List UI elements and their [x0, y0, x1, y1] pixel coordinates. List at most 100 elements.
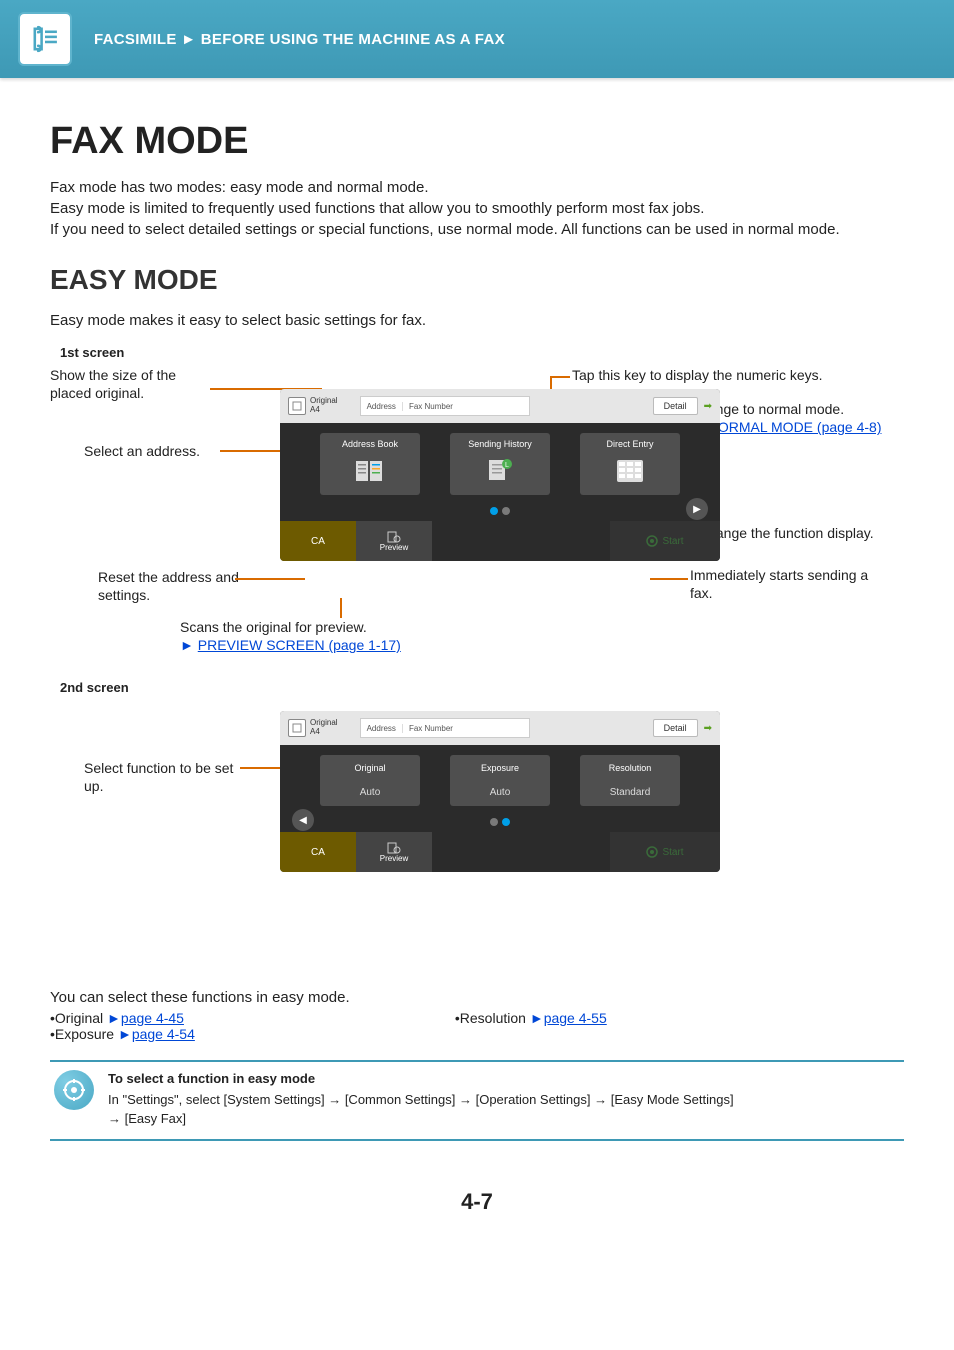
breadcrumb-child[interactable]: BEFORE USING THE MACHINE AS A FAX: [201, 31, 505, 48]
pager-dot: [490, 818, 498, 826]
start-label: Start: [662, 536, 683, 547]
triangle-icon: ►: [118, 1026, 132, 1042]
page-content: FAX MODE Fax mode has two modes: easy mo…: [0, 78, 954, 1255]
original-word: Original: [310, 718, 338, 727]
detail-button[interactable]: Detail: [653, 719, 698, 737]
pager-next-button[interactable]: ▶: [686, 498, 708, 520]
callout-line: [650, 578, 688, 580]
note-line2: → [Easy Fax]: [108, 1110, 734, 1129]
intro-line1: Fax mode has two modes: easy mode and no…: [50, 179, 429, 196]
note-line1: In "Settings", select [System Settings] …: [108, 1091, 734, 1110]
screen-bottom-bar: CA Preview Start: [280, 832, 720, 872]
callout-change-normal: Change to normal mode. ► NORMAL MODE (pa…: [690, 400, 900, 436]
direct-entry-card[interactable]: Direct Entry: [580, 433, 680, 495]
address-label: Address: [367, 724, 403, 733]
callout-line: [550, 376, 570, 378]
original-word: Original: [310, 396, 338, 405]
resolution-func-card[interactable]: Resolution Standard: [580, 755, 680, 806]
note-title: To select a function in easy mode: [108, 1070, 734, 1089]
page-link[interactable]: page 4-54: [132, 1026, 195, 1042]
settings-note-icon: [54, 1070, 94, 1110]
pager-prev-button[interactable]: ◀: [292, 809, 314, 831]
breadcrumb: FACSIMILE ► BEFORE USING THE MACHINE AS …: [94, 31, 505, 48]
screen-body-cards: Address Book Sending History L: [280, 423, 720, 501]
start-icon: [646, 535, 658, 547]
address-label: Address: [367, 402, 403, 411]
preview-icon: [387, 842, 401, 854]
original-size: A4: [310, 405, 320, 414]
section-easy-mode: EASY MODE: [50, 264, 904, 296]
callout-change-func: Change the function display.: [698, 524, 878, 542]
original-icon: [288, 719, 306, 737]
func-label: Exposure: [55, 1026, 114, 1042]
start-label: Start: [662, 847, 683, 858]
callout-line: [340, 598, 342, 618]
detail-arrow-icon: ➡: [704, 401, 712, 412]
preview-button[interactable]: Preview: [356, 521, 432, 561]
header-banner: FACSIMILE ► BEFORE USING THE MACHINE AS …: [0, 0, 954, 78]
page-title: FAX MODE: [50, 120, 904, 163]
address-book-card[interactable]: Address Book: [320, 433, 420, 495]
card-label: Original: [320, 763, 420, 773]
function-col-right: •Resolution ►page 4-55: [455, 1010, 607, 1042]
start-button[interactable]: Start: [610, 832, 720, 872]
func-label: Resolution: [460, 1010, 526, 1026]
original-icon: [288, 397, 306, 415]
triangle-icon: ►: [530, 1010, 544, 1026]
card-label: Exposure: [450, 763, 550, 773]
card-label: Resolution: [580, 763, 680, 773]
original-size-label: Original A4: [310, 397, 338, 415]
ca-button[interactable]: CA: [280, 832, 356, 872]
address-field[interactable]: Address Fax Number: [360, 718, 530, 738]
normal-mode-link[interactable]: NORMAL MODE (page 4-8): [708, 419, 882, 435]
card-value: Auto: [450, 787, 550, 798]
page-link[interactable]: page 4-55: [544, 1010, 607, 1026]
sending-history-card[interactable]: Sending History L: [450, 433, 550, 495]
callout-scan-preview: Scans the original for preview. ► PREVIE…: [180, 618, 401, 654]
fax-number-label: Fax Number: [409, 402, 453, 411]
exposure-func-card[interactable]: Exposure Auto: [450, 755, 550, 806]
note-body: To select a function in easy mode In "Se…: [108, 1070, 734, 1129]
function-list: You can select these functions in easy m…: [50, 989, 904, 1042]
ca-button[interactable]: CA: [280, 521, 356, 561]
original-size-label: Original A4: [310, 719, 338, 737]
func-label: Original: [55, 1010, 103, 1026]
callout-scan-preview-text: Scans the original for preview.: [180, 619, 367, 635]
page-number: 4-7: [50, 1189, 904, 1215]
breadcrumb-sep: ►: [181, 31, 196, 48]
detail-button[interactable]: Detail: [653, 397, 698, 415]
intro-line3: If you need to select detailed settings …: [50, 221, 840, 238]
sending-history-icon: L: [450, 457, 550, 485]
callout-tap-numeric: Tap this key to display the numeric keys…: [572, 366, 852, 384]
device-screen-1: Original A4 Address Fax Number Detail ➡ …: [280, 389, 720, 561]
list-item: •Original ►page 4-45: [50, 1010, 195, 1026]
screen-top-bar: Original A4 Address Fax Number Detail ➡: [280, 389, 720, 423]
start-icon: [646, 846, 658, 858]
breadcrumb-parent[interactable]: FACSIMILE: [94, 31, 177, 48]
direct-entry-icon: [580, 457, 680, 485]
callout-show-size: Show the size of the placed original.: [50, 366, 210, 402]
preview-screen-link[interactable]: PREVIEW SCREEN (page 1-17): [198, 637, 401, 653]
original-size: A4: [310, 727, 320, 736]
page-link[interactable]: page 4-45: [121, 1010, 184, 1026]
list-item: •Resolution ►page 4-55: [455, 1010, 607, 1026]
preview-icon: [387, 531, 401, 543]
card-label: Address Book: [320, 439, 420, 449]
preview-label: Preview: [380, 543, 408, 552]
address-field[interactable]: Address Fax Number: [360, 396, 530, 416]
original-func-card[interactable]: Original Auto: [320, 755, 420, 806]
callout-line: [235, 578, 305, 580]
function-columns: •Original ►page 4-45 •Exposure ►page 4-5…: [50, 1010, 904, 1042]
intro-text: Fax mode has two modes: easy mode and no…: [50, 177, 904, 240]
first-screen-label: 1st screen: [60, 345, 904, 360]
address-book-icon: [320, 457, 420, 485]
preview-label: Preview: [380, 854, 408, 863]
preview-button[interactable]: Preview: [356, 832, 432, 872]
start-button[interactable]: Start: [610, 521, 720, 561]
screen-body-cards: Original Auto Exposure Auto Resolution S…: [280, 745, 720, 812]
pager-dot: [502, 507, 510, 515]
screen2-diagram: Select function to be set up. Original A…: [50, 703, 904, 973]
callout-select-address: Select an address.: [84, 442, 200, 460]
list-item: •Exposure ►page 4-54: [50, 1026, 195, 1042]
fax-mode-icon: [18, 12, 72, 66]
